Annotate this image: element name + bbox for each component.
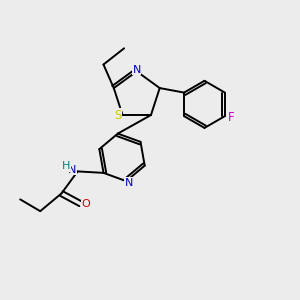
- Text: S: S: [115, 109, 122, 122]
- Text: O: O: [82, 199, 90, 209]
- Text: N: N: [125, 178, 134, 188]
- Text: N: N: [68, 165, 76, 175]
- Text: N: N: [133, 65, 141, 75]
- Text: F: F: [228, 111, 235, 124]
- Text: H: H: [62, 161, 70, 171]
